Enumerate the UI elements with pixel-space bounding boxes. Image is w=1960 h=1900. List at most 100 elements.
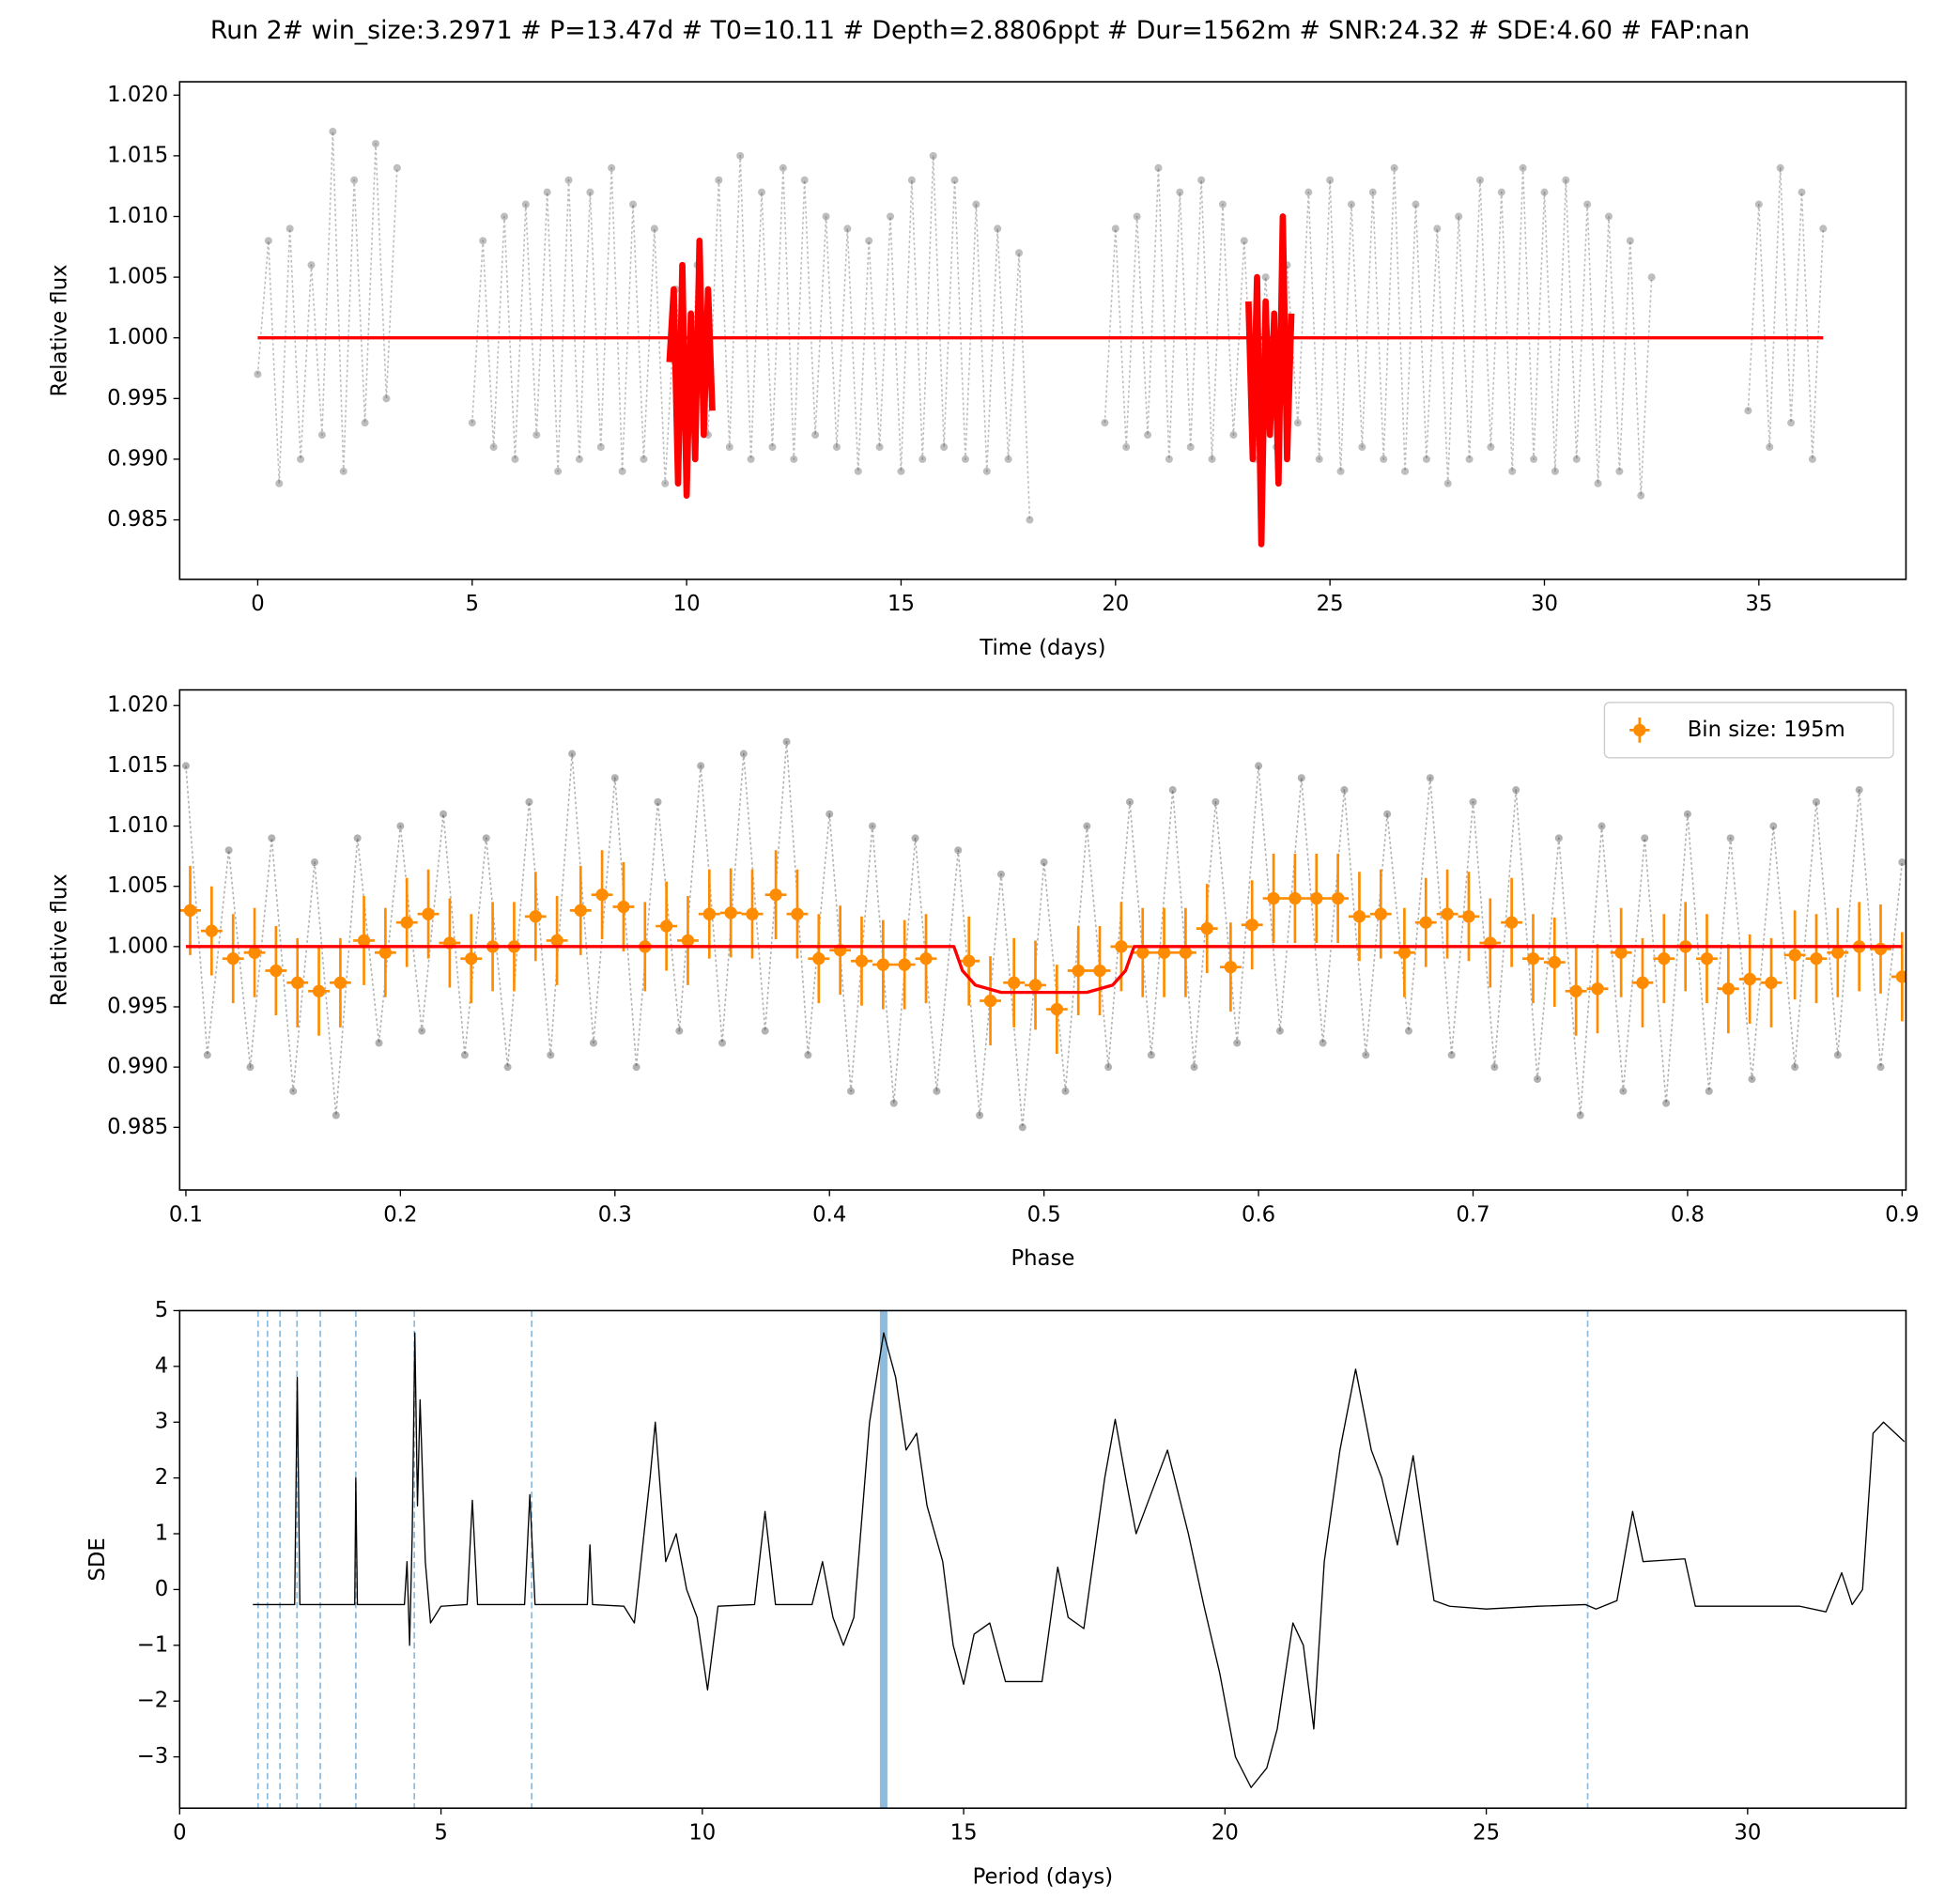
bin-point [1179,946,1193,959]
flux-point [950,176,959,184]
flux-point [889,1099,898,1107]
bin-point [183,904,197,918]
bin-point [1441,907,1454,920]
flux-point [994,224,1002,233]
flux-point [761,1027,769,1035]
flux-point [1261,273,1270,282]
flux-point [393,163,401,172]
flux-point [940,442,949,452]
bin-point [378,946,393,959]
flux-point [1475,176,1484,184]
y-tick-label: 1.005 [107,873,168,898]
flux-point [1465,455,1474,463]
flux-point [782,737,791,746]
model-line [185,945,1903,995]
flux-point [1255,762,1263,770]
flux-point [310,858,319,867]
flux-point [650,224,658,233]
y-axis-label: Relative flux [48,264,72,396]
y-tick-label: 1.015 [107,143,168,167]
flux-point [1812,797,1821,806]
y-tick-label: 3 [155,1410,168,1434]
flux-point [1422,455,1430,463]
bin-point [1157,946,1171,959]
flux-point [1061,1087,1070,1095]
flux-point [1229,431,1238,440]
y-tick-label: 1.005 [107,265,168,289]
axes-frame [178,1309,1907,1810]
flux-point [1380,455,1388,463]
flux-point [811,431,820,440]
bin-point [1374,907,1387,920]
flux-point [1026,516,1034,524]
flux-point [586,188,594,196]
bin-point [983,994,997,1008]
bin-point [1895,970,1906,983]
flux-point [1275,1027,1284,1035]
flux-point [1144,431,1152,440]
bin-point [595,888,609,902]
flux-point [532,431,541,440]
bin-point [1419,916,1432,929]
flux-point [1647,273,1656,282]
x-tick-label: 0 [251,592,264,616]
flux-point [275,479,284,487]
bin-point [1462,910,1475,923]
flux-point [521,200,530,209]
flux-point [1433,224,1442,233]
y-tick-label: 1.020 [107,83,168,107]
bin-point [226,951,239,965]
axes-frame [178,688,1907,1191]
flux-point [224,846,233,855]
flux-point [982,467,991,475]
bin-point [357,934,371,948]
flux-point [575,455,583,463]
flux-point [1554,834,1563,842]
y-tick-label: −1 [137,1632,169,1657]
bin-point [791,907,804,920]
flux-point [307,261,316,270]
bin-point [422,907,435,920]
flux-point [1626,237,1634,245]
flux-point [418,1027,426,1035]
legend-box [1603,702,1894,759]
flux-point [246,1063,255,1072]
x-axis-label: Period (days) [973,1864,1114,1889]
bin-point [1136,946,1150,959]
x-axis-label: Time (days) [979,636,1105,660]
flux-point [1426,774,1434,782]
x-tick-label: 0 [173,1820,186,1845]
flux-point [1443,479,1452,487]
flux-point [736,151,745,160]
flux-point [779,163,787,172]
flux-point [868,822,876,830]
flux-point [826,810,834,818]
plot-area [179,737,1906,1132]
flux-point [382,394,391,403]
flux-point [1040,858,1048,867]
flux-point [608,163,616,172]
flux-point [203,1051,211,1059]
flux-point [1004,455,1012,463]
bin-point [746,907,759,920]
flux-point [1726,834,1735,842]
flux-point [489,442,498,452]
flux-point [1534,1074,1542,1083]
x-tick-label: 0.9 [1885,1202,1919,1227]
bin-point [1614,946,1628,959]
flux-point [854,467,862,475]
flux-point [1347,200,1355,209]
flux-point [1211,797,1220,806]
flux-point [1390,163,1398,172]
flux-point [1176,188,1184,196]
flux-point [264,237,272,245]
flux-point [897,467,905,475]
x-tick-label: 0.2 [383,1202,417,1227]
flux-point [1383,810,1392,818]
flux-point [350,176,359,184]
bin-point [1591,982,1604,996]
bin-point [1267,891,1280,905]
flux-point [1101,419,1109,427]
x-tick-label: 0.5 [1027,1202,1061,1227]
flux-point [1240,237,1248,245]
